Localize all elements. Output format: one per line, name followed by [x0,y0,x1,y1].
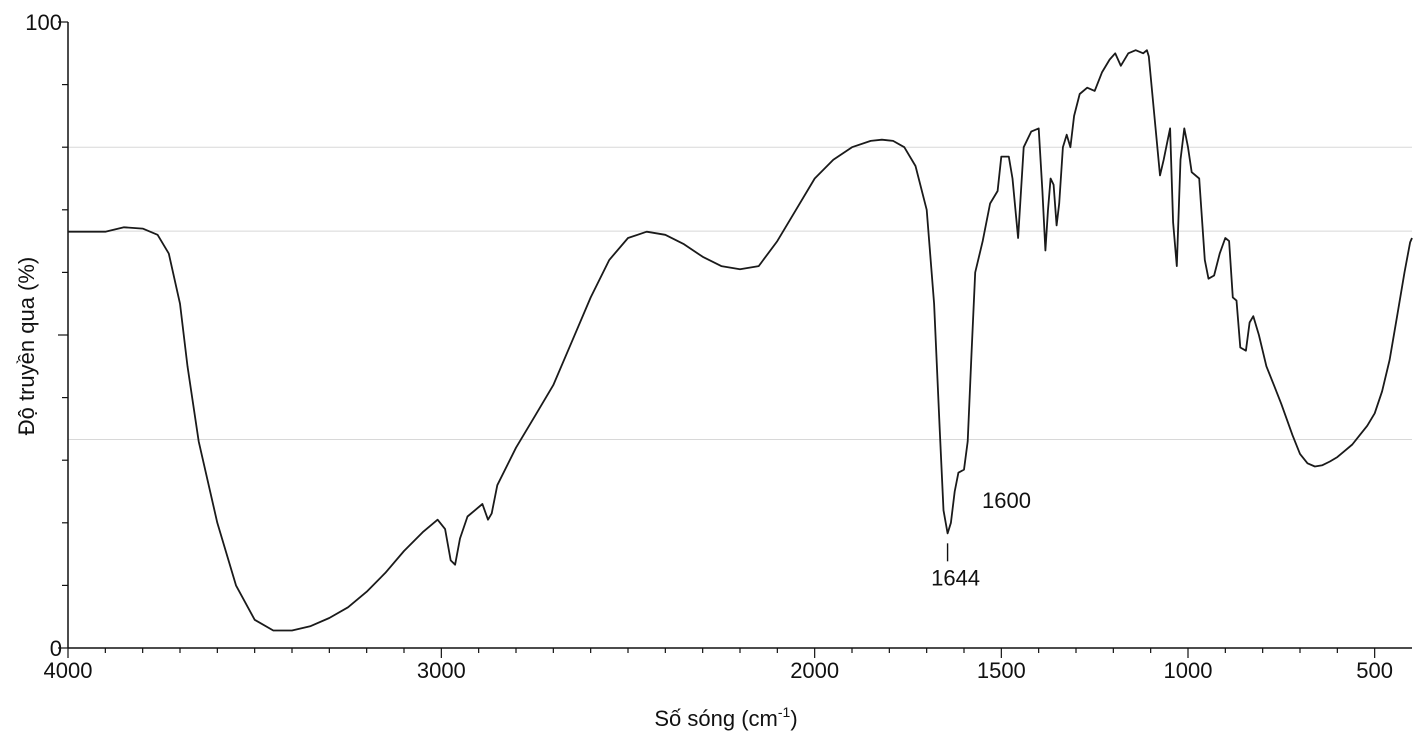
x-axis-title: Số sóng (cm-1) [654,704,797,731]
x-tick-label-1500: 1500 [977,658,1026,683]
y-tick-label-0: 0 [50,636,62,661]
y-axis-title: Độ truyền qua (%) [14,257,39,436]
annotation-label-1644: 1644 [931,565,980,590]
annotations-layer: 1644 1600 [931,488,1031,590]
x-axis-title-superscript: -1 [778,704,791,720]
x-axis-title-close: ) [790,706,797,731]
series-layer [68,49,1413,632]
x-tick-label-1000: 1000 [1164,658,1213,683]
x-tick-label-2000: 2000 [790,658,839,683]
annotation-label-1600: 1600 [982,488,1031,513]
x-axis-title-main: Số sóng (cm [654,706,778,731]
x-tick-label-3000: 3000 [417,658,466,683]
x-tick-label-4000: 4000 [44,658,93,683]
spectrum-line-0 [68,49,1413,632]
y-tick-label-100: 100 [25,10,62,35]
x-tick-label-500: 500 [1356,658,1393,683]
